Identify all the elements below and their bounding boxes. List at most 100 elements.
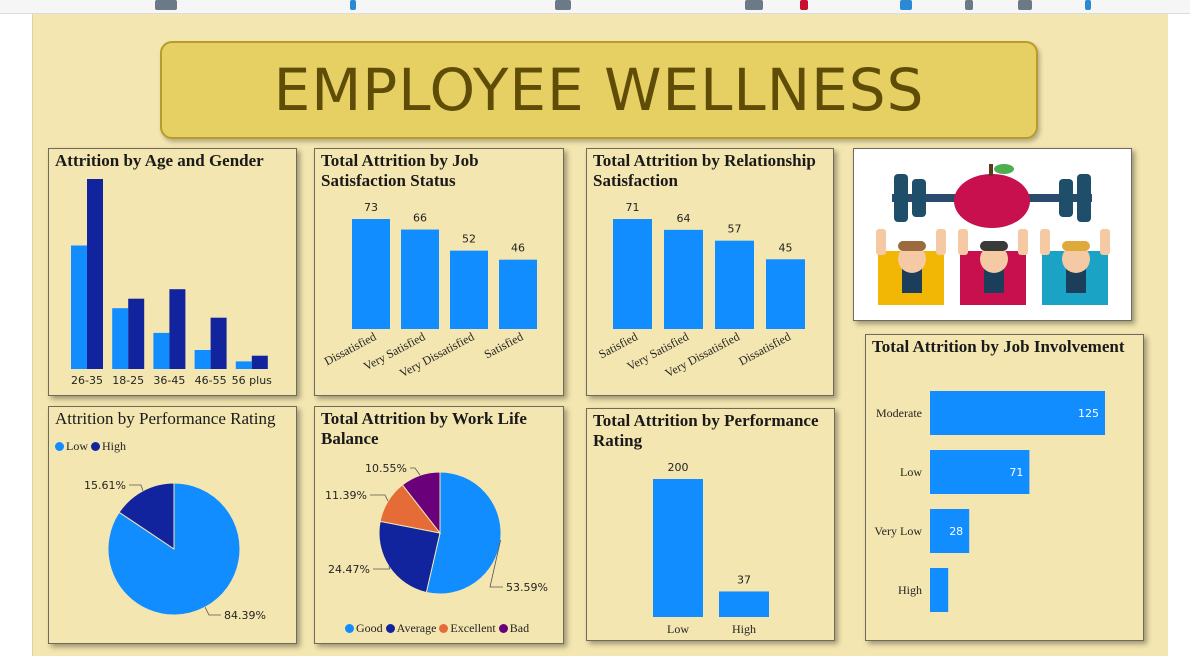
- legend-swatch: [498, 624, 508, 633]
- bar: [169, 289, 186, 369]
- legend-swatch: [55, 442, 64, 451]
- job-involvement-plot: Moderate 125 Low 71 Very Low 28 High: [874, 391, 1105, 612]
- toolbar-icon[interactable]: [1085, 0, 1091, 10]
- data-label: 125: [1078, 407, 1099, 420]
- data-label: 15.61%: [84, 479, 126, 492]
- performance-bar-chart[interactable]: Total Attrition by Performance Rating 20…: [586, 408, 835, 641]
- x-tick-label: High: [732, 622, 756, 636]
- bar: [71, 245, 87, 369]
- legend-label: Excellent: [450, 621, 496, 635]
- bar: [251, 355, 268, 369]
- bar: [715, 240, 754, 329]
- pie-slice: [401, 471, 441, 535]
- leader-line: [410, 467, 421, 476]
- bar: [401, 229, 439, 329]
- chart-title: Total Attrition by Job Satisfaction Stat…: [321, 151, 479, 190]
- toolbar-icon[interactable]: [555, 0, 571, 10]
- bar: [153, 332, 170, 369]
- bar: [930, 568, 949, 612]
- age-gender-plot: 26-35 18-25 36-45 46-55 56 plus: [71, 179, 273, 387]
- leader-line: [373, 566, 391, 570]
- toolbar-icon[interactable]: [965, 0, 973, 10]
- work-life-pie-chart[interactable]: Total Attrition by Work Life Balance Goo…: [314, 406, 564, 644]
- data-label: 45: [779, 241, 793, 254]
- x-tick-label: 46-55: [195, 374, 227, 387]
- legend-swatch: [385, 624, 395, 633]
- bar: [613, 219, 652, 329]
- x-tick-label: Satisfied: [482, 329, 526, 361]
- data-label: 11.39%: [325, 489, 367, 502]
- legend-item[interactable]: Good: [345, 621, 383, 635]
- data-label: 66: [413, 212, 427, 225]
- legend-item[interactable]: Excellent: [439, 621, 496, 635]
- chart-legend: Low High: [55, 439, 129, 454]
- job-involvement-chart[interactable]: Total Attrition by Job Involvement Moder…: [865, 334, 1144, 641]
- age-gender-chart[interactable]: Attrition by Age and Gender 26-35 18-25 36…: [48, 148, 297, 396]
- bar: [930, 391, 1105, 435]
- performance-bar-plot: 200 Low 37 High: [653, 461, 769, 636]
- performance-pie-chart[interactable]: Attrition by Performance Rating Low High …: [48, 406, 297, 644]
- toolbar-icon[interactable]: [350, 0, 356, 10]
- data-label: 10.55%: [365, 462, 407, 475]
- relationship-satisfaction-chart[interactable]: Total Attrition by Relationship Satisfac…: [586, 148, 834, 396]
- data-label: 84.39%: [224, 609, 266, 622]
- leader-line: [370, 494, 389, 502]
- legend-item[interactable]: High: [91, 439, 126, 453]
- x-tick-label: 26-35: [71, 374, 103, 387]
- x-tick-label: Dissatisfied: [736, 329, 793, 368]
- work-life-pie-plot: 53.59% 24.47% 11.39% 10.55%: [325, 462, 548, 595]
- bar: [194, 350, 211, 369]
- data-label: 64: [677, 212, 691, 225]
- leader-line: [204, 607, 221, 616]
- legend-item[interactable]: Average: [385, 621, 436, 635]
- toolbar-icon[interactable]: [155, 0, 177, 10]
- bar: [766, 259, 805, 329]
- toolbar-icon[interactable]: [745, 0, 763, 10]
- chart-title: Attrition by Age and Gender: [55, 151, 264, 170]
- bar: [210, 317, 227, 369]
- data-label: 71: [626, 201, 640, 214]
- chart-title: Total Attrition by Work Life Balance: [321, 409, 527, 448]
- browser-toolbar: [0, 0, 1190, 14]
- chart-title: Total Attrition by Relationship Satisfac…: [593, 151, 816, 190]
- data-label: 28: [949, 525, 963, 538]
- data-label: 73: [364, 201, 378, 214]
- x-tick-label: 36-45: [153, 374, 185, 387]
- leader-line: [489, 539, 503, 588]
- bar: [930, 450, 1030, 494]
- legend-item[interactable]: Low: [55, 439, 88, 453]
- performance-pie-plot: 84.39% 15.61%: [84, 479, 266, 622]
- legend-swatch: [91, 442, 100, 451]
- pie-slice: [118, 482, 175, 550]
- data-label: 52: [462, 233, 476, 246]
- toolbar-icon[interactable]: [800, 0, 808, 10]
- wellness-dumbbell-apple-people-icon: [876, 164, 1110, 305]
- legend-item[interactable]: Bad: [498, 621, 529, 635]
- title-banner: EMPLOYEE WELLNESS: [160, 41, 1038, 139]
- bar: [653, 479, 703, 617]
- data-label: 57: [728, 223, 742, 236]
- toolbar-icon[interactable]: [900, 0, 912, 10]
- bar: [664, 229, 703, 329]
- y-tick-label: Moderate: [876, 406, 922, 420]
- job-satisfaction-chart[interactable]: Total Attrition by Job Satisfaction Stat…: [314, 148, 564, 396]
- dashboard-title: EMPLOYEE WELLNESS: [273, 56, 925, 124]
- bar: [235, 361, 252, 369]
- toolbar-icon[interactable]: [1018, 0, 1032, 10]
- bar: [112, 308, 129, 369]
- chart-title: Attrition by Performance Rating: [55, 409, 276, 428]
- pie-slice: [378, 520, 441, 594]
- y-tick-label: Low: [900, 465, 922, 479]
- y-tick-label: Very Low: [874, 524, 922, 538]
- legend-label: Low: [66, 439, 88, 453]
- data-label: 200: [668, 461, 689, 474]
- x-tick-label: 56 plus: [232, 374, 273, 387]
- chart-title: Total Attrition by Performance Rating: [593, 411, 819, 450]
- chart-title: Total Attrition by Job Involvement: [872, 337, 1125, 356]
- leader-line: [129, 484, 144, 491]
- legend-swatch: [439, 624, 449, 633]
- x-tick-label: 18-25: [112, 374, 144, 387]
- y-tick-label: High: [898, 583, 922, 597]
